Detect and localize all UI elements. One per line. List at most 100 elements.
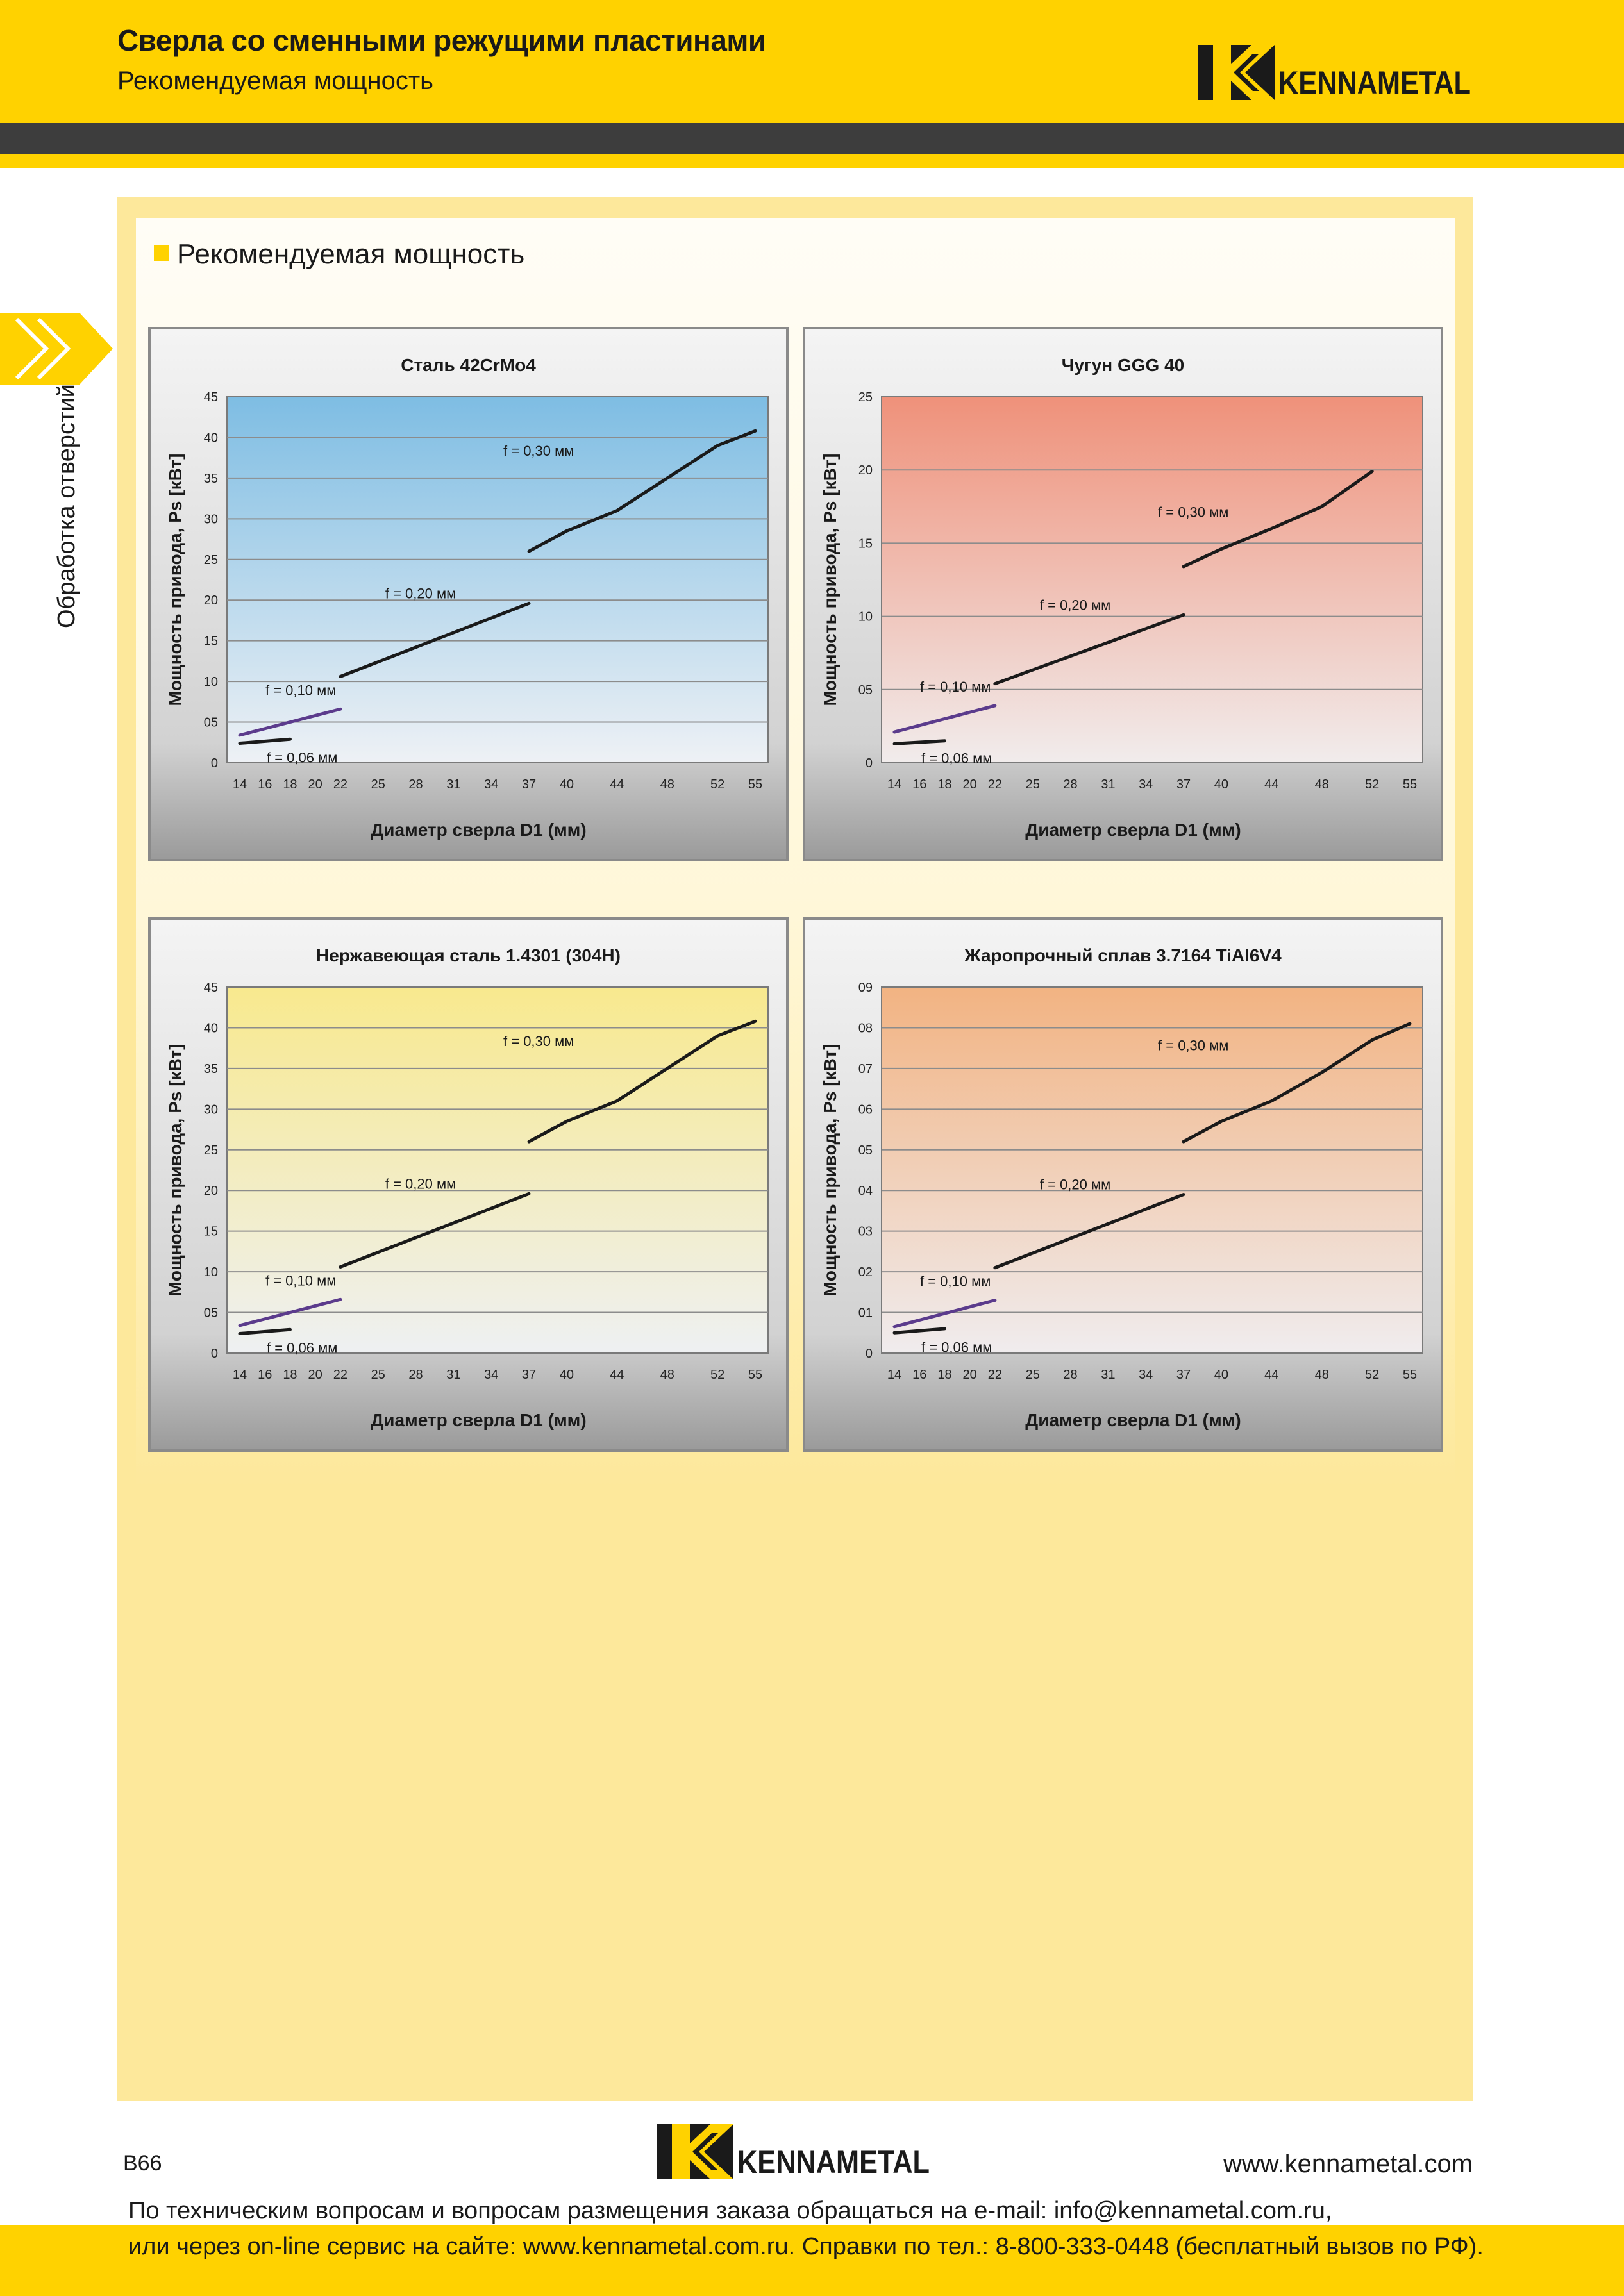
y-tick-label: 0 [866,1347,873,1361]
series-line-0 [892,739,946,745]
x-tick-label: 14 [887,778,901,792]
x-tick-label: 20 [308,778,322,792]
x-tick-label: 52 [710,778,724,792]
x-axis-label: Диаметр сверла D1 (мм) [1025,1410,1241,1430]
x-tick-label: 44 [1264,778,1278,792]
plot-area [226,396,769,763]
y-tick-label: 15 [858,537,873,551]
x-tick-label: 40 [560,1368,574,1382]
series-line-3 [527,1019,757,1144]
series-label-0: f = 0,06 мм [921,750,992,766]
y-tick-label: 02 [858,1265,873,1279]
y-tick-label: 07 [858,1062,873,1076]
x-tick-label: 28 [408,778,423,792]
series-line-1 [892,1299,997,1329]
y-tick-label: 25 [204,553,218,567]
series-line-0 [892,1327,946,1335]
x-tick-label: 44 [610,1368,624,1382]
section-title: Рекомендуемая мощность [154,238,524,270]
y-axis-label: Мощность привода, Ps [кВт] [820,1044,840,1297]
x-tick-label: 28 [1063,1368,1077,1382]
x-tick-label: 22 [988,1368,1002,1382]
y-tick-label: 0 [211,1347,218,1361]
x-tick-label: 34 [1139,1368,1153,1382]
series-label-0: f = 0,06 мм [921,1339,992,1355]
x-tick-label: 37 [1176,1368,1191,1382]
series-line-1 [238,707,342,737]
series-label-0: f = 0,06 мм [267,750,337,766]
x-tick-label: 48 [660,778,674,792]
series-label-1: f = 0,10 мм [920,679,991,695]
x-tick-label: 37 [522,778,536,792]
x-tick-label: 55 [748,1368,762,1382]
logo-wordmark: KENNAMETAL [737,2144,930,2179]
series-line-1 [892,704,997,734]
contact-line-2: или через on-line сервис на сайте: www.k… [128,2233,1484,2260]
chart-title: Жаропрочный сплав 3.7164 TiAl6V4 [964,945,1282,965]
kennametal-logo-bottom[interactable]: KENNAMETAL [657,2124,932,2179]
x-tick-label: 48 [1315,778,1329,792]
y-tick-label: 0 [211,756,218,770]
series-label-2: f = 0,20 мм [385,585,456,601]
x-tick-label: 52 [1365,1368,1379,1382]
y-tick-label: 15 [204,635,218,649]
y-tick-label: 10 [858,610,873,624]
y-tick-label: 05 [858,1144,873,1158]
contact-line-1: По техническим вопросам и вопросам разме… [128,2197,1332,2224]
x-tick-label: 52 [1365,778,1379,792]
series-label-1: f = 0,10 мм [920,1274,991,1290]
y-tick-label: 10 [204,1265,218,1279]
series-line-3 [1182,469,1374,569]
header-bar: Сверла со сменными режущими пластинами Р… [0,0,1624,123]
logo-wordmark: KENNAMETAL [1278,65,1471,100]
x-tick-label: 20 [308,1368,322,1382]
series-label-1: f = 0,10 мм [265,682,336,698]
x-tick-label: 16 [912,1368,926,1382]
series-line-2 [339,1192,531,1269]
x-axis-label: Диаметр сверла D1 (мм) [371,1410,586,1430]
y-tick-label: 30 [204,512,218,526]
x-tick-label: 14 [233,1368,247,1382]
chart-title: Сталь 42CrMo4 [401,355,536,375]
y-tick-label: 05 [858,683,873,697]
x-tick-label: 18 [937,1368,951,1382]
y-tick-label: 40 [204,431,218,445]
series-label-3: f = 0,30 мм [1158,504,1228,520]
footer-bar [0,2225,1624,2296]
series-line-2 [339,601,531,678]
chart-steel: 0 05 10 15 20 25 30 35 40 45 14 16 18 20 22 25 28 31 34 37 4… [148,327,789,861]
plot-area [881,396,1423,763]
y-tick-label: 30 [204,1102,218,1117]
y-tick-label: 20 [204,594,218,608]
series-label-3: f = 0,30 мм [1158,1037,1228,1053]
x-tick-label: 55 [1403,1368,1417,1382]
x-tick-label: 18 [937,778,951,792]
y-tick-label: 0 [866,756,873,770]
x-tick-label: 16 [258,778,272,792]
y-tick-label: 01 [858,1306,873,1320]
y-axis-label: Мощность привода, Ps [кВт] [820,454,840,706]
y-tick-label: 09 [858,981,873,995]
y-tick-label: 04 [858,1184,873,1198]
x-tick-label: 37 [1176,778,1191,792]
series-label-2: f = 0,20 мм [1040,597,1110,613]
x-tick-label: 40 [1214,1368,1228,1382]
website-link[interactable]: www.kennametal.com [1223,2150,1473,2178]
x-tick-label: 22 [988,778,1002,792]
x-tick-label: 37 [522,1368,536,1382]
y-tick-label: 45 [204,981,218,995]
x-tick-label: 20 [963,1368,977,1382]
y-axis-label: Мощность привода, Ps [кВт] [165,454,185,706]
kennametal-logo-top[interactable]: KENNAMETAL [1198,45,1473,100]
x-tick-label: 18 [283,778,297,792]
y-tick-label: 20 [204,1184,218,1198]
series-label-3: f = 0,30 мм [503,1033,574,1049]
x-tick-label: 16 [912,778,926,792]
side-tab-chevron-icon[interactable] [0,313,113,385]
x-tick-label: 34 [484,1368,498,1382]
header-divider-yellow [0,154,1624,168]
x-tick-label: 20 [963,778,977,792]
page-number: B66 [123,2151,162,2175]
x-tick-label: 25 [1026,1368,1040,1382]
series-line-0 [238,1327,292,1336]
